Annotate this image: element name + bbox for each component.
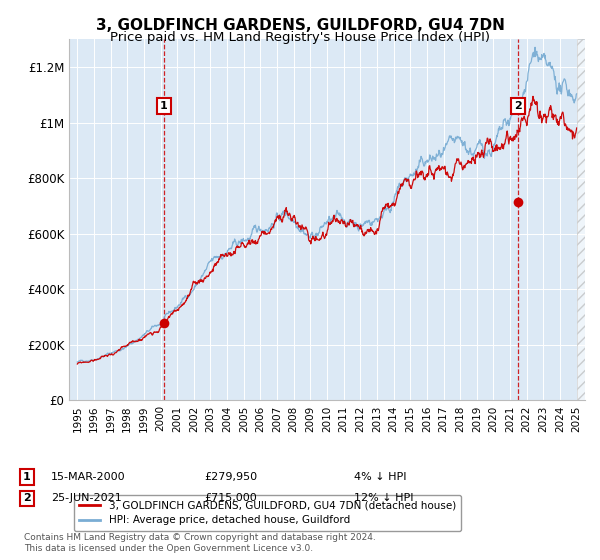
Text: 2: 2: [514, 101, 522, 111]
Text: Contains HM Land Registry data © Crown copyright and database right 2024.
This d: Contains HM Land Registry data © Crown c…: [24, 533, 376, 553]
Text: 25-JUN-2021: 25-JUN-2021: [51, 493, 122, 503]
Text: Price paid vs. HM Land Registry's House Price Index (HPI): Price paid vs. HM Land Registry's House …: [110, 31, 490, 44]
Text: 1: 1: [23, 472, 31, 482]
Text: £279,950: £279,950: [204, 472, 257, 482]
Legend: 3, GOLDFINCH GARDENS, GUILDFORD, GU4 7DN (detached house), HPI: Average price, d: 3, GOLDFINCH GARDENS, GUILDFORD, GU4 7DN…: [74, 495, 461, 531]
Bar: [577, 39, 585, 400]
Text: 3, GOLDFINCH GARDENS, GUILDFORD, GU4 7DN: 3, GOLDFINCH GARDENS, GUILDFORD, GU4 7DN: [95, 18, 505, 33]
Text: 12% ↓ HPI: 12% ↓ HPI: [354, 493, 413, 503]
Text: 2: 2: [23, 493, 31, 503]
Text: £715,000: £715,000: [204, 493, 257, 503]
Text: 1: 1: [160, 101, 168, 111]
Text: 4% ↓ HPI: 4% ↓ HPI: [354, 472, 407, 482]
Text: 15-MAR-2000: 15-MAR-2000: [51, 472, 125, 482]
